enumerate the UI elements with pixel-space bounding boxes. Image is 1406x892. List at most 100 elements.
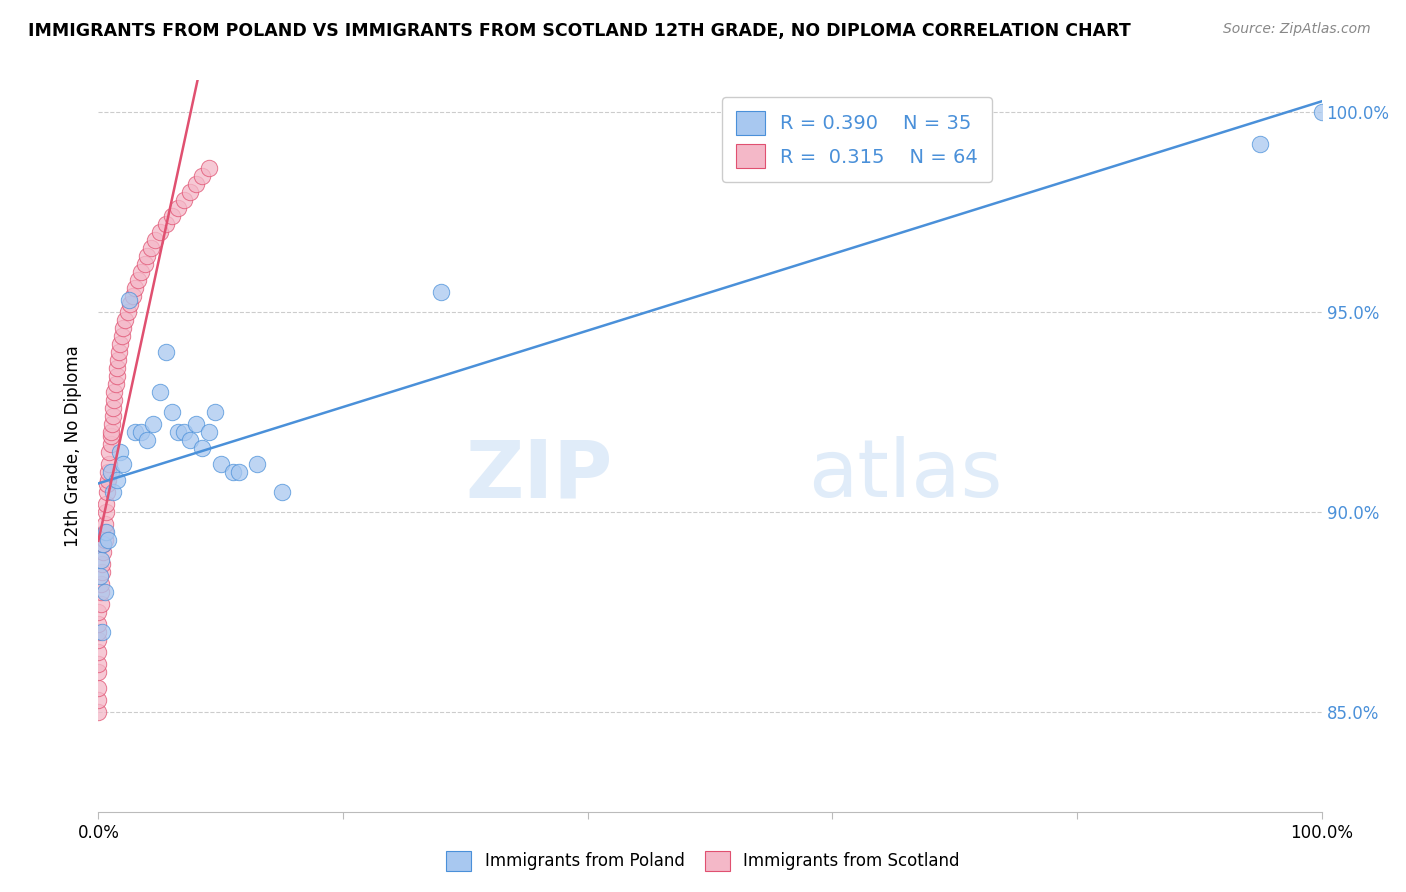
- Point: [173, 425, 195, 439]
- Point: [167, 201, 190, 215]
- Point: [173, 193, 195, 207]
- Point: [1310, 105, 1333, 120]
- Point: [179, 433, 201, 447]
- Point: [155, 217, 177, 231]
- Point: [103, 385, 125, 400]
- Point: [87, 657, 110, 671]
- Point: [111, 329, 134, 343]
- Point: [430, 285, 453, 299]
- Point: [87, 616, 110, 631]
- Point: [97, 465, 120, 479]
- Point: [111, 321, 134, 335]
- Point: [93, 524, 115, 539]
- Point: [87, 693, 110, 707]
- Point: [124, 281, 146, 295]
- Point: [103, 392, 125, 407]
- Point: [1249, 137, 1271, 152]
- Point: [160, 209, 183, 223]
- Point: [93, 516, 115, 531]
- Point: [246, 457, 269, 471]
- Point: [129, 265, 152, 279]
- Point: [101, 485, 124, 500]
- Point: [155, 345, 177, 359]
- Point: [98, 445, 121, 459]
- Point: [91, 557, 114, 571]
- Point: [91, 545, 114, 559]
- Point: [94, 505, 117, 519]
- Point: [179, 185, 201, 199]
- Point: [143, 233, 166, 247]
- Point: [96, 477, 118, 491]
- Point: [89, 569, 111, 583]
- Point: [186, 417, 208, 431]
- Point: [139, 241, 162, 255]
- Point: [94, 524, 117, 539]
- Point: [191, 441, 214, 455]
- Point: [105, 369, 128, 384]
- Point: [97, 533, 120, 547]
- Point: [91, 537, 114, 551]
- Point: [94, 497, 117, 511]
- Legend: R = 0.390    N = 35, R =  0.315    N = 64: R = 0.390 N = 35, R = 0.315 N = 64: [721, 97, 991, 182]
- Point: [107, 353, 129, 368]
- Point: [167, 425, 190, 439]
- Point: [87, 624, 110, 639]
- Point: [191, 169, 214, 184]
- Point: [93, 533, 115, 547]
- Point: [222, 465, 245, 479]
- Point: [87, 605, 110, 619]
- Point: [98, 457, 121, 471]
- Point: [87, 681, 110, 695]
- Point: [87, 645, 110, 659]
- Point: [101, 417, 124, 431]
- Point: [101, 409, 124, 423]
- Point: [129, 425, 152, 439]
- Point: [87, 665, 110, 679]
- Point: [100, 425, 122, 439]
- Point: [96, 485, 118, 500]
- Point: [142, 417, 165, 431]
- Point: [118, 293, 141, 307]
- Point: [97, 473, 120, 487]
- Point: [149, 385, 172, 400]
- Point: [105, 361, 128, 376]
- Point: [120, 297, 142, 311]
- Point: [204, 405, 226, 419]
- Point: [90, 597, 112, 611]
- Text: Source: ZipAtlas.com: Source: ZipAtlas.com: [1223, 22, 1371, 37]
- Point: [149, 225, 172, 239]
- Y-axis label: 12th Grade, No Diploma: 12th Grade, No Diploma: [65, 345, 83, 547]
- Text: ZIP: ZIP: [465, 436, 612, 515]
- Point: [186, 178, 208, 192]
- Point: [90, 553, 112, 567]
- Text: atlas: atlas: [808, 436, 1002, 515]
- Point: [136, 249, 159, 263]
- Point: [100, 465, 122, 479]
- Text: IMMIGRANTS FROM POLAND VS IMMIGRANTS FROM SCOTLAND 12TH GRADE, NO DIPLOMA CORREL: IMMIGRANTS FROM POLAND VS IMMIGRANTS FRO…: [28, 22, 1130, 40]
- Point: [93, 585, 115, 599]
- Point: [100, 429, 122, 443]
- Point: [114, 313, 136, 327]
- Point: [124, 425, 146, 439]
- Point: [160, 405, 183, 419]
- Point: [91, 537, 114, 551]
- Point: [91, 624, 114, 639]
- Point: [228, 465, 250, 479]
- Point: [270, 485, 294, 500]
- Point: [104, 377, 127, 392]
- Point: [110, 337, 132, 351]
- Point: [91, 565, 114, 579]
- Point: [136, 433, 159, 447]
- Point: [110, 445, 132, 459]
- Point: [197, 161, 219, 176]
- Point: [90, 585, 112, 599]
- Point: [105, 473, 128, 487]
- Point: [117, 305, 139, 319]
- Point: [108, 345, 131, 359]
- Point: [101, 401, 124, 415]
- Point: [87, 705, 110, 719]
- Point: [111, 457, 134, 471]
- Legend: Immigrants from Poland, Immigrants from Scotland: Immigrants from Poland, Immigrants from …: [439, 842, 967, 880]
- Point: [121, 289, 143, 303]
- Point: [134, 257, 156, 271]
